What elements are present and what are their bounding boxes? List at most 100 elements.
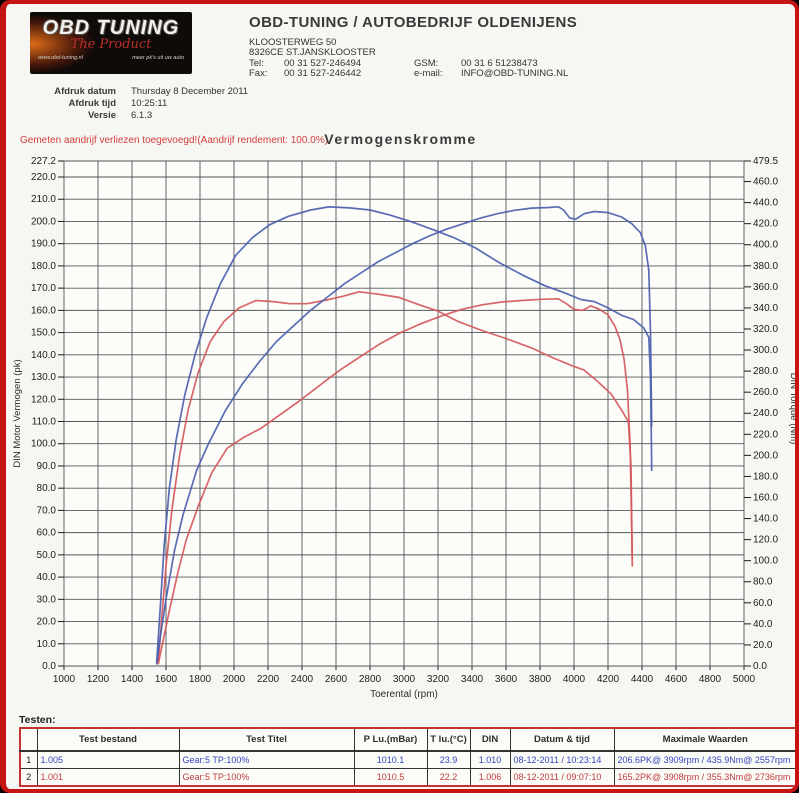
y-right-tick-label: 380.0 (753, 261, 778, 272)
table-cell-test-titel: Gear:5 TP:100% (178, 768, 355, 787)
x-tick-label: 3800 (529, 674, 552, 685)
y-left-tick-label: 227.2 (31, 156, 56, 167)
y-right-tick-label: 280.0 (753, 366, 778, 377)
company-address-2: 8326CE ST.JANSKLOOSTER (249, 47, 376, 58)
table-cell-p-lu: 1010.5 (353, 768, 428, 787)
print-date-label: Afdruk datum (54, 86, 116, 97)
company-title: OBD-TUNING / AUTOBEDRIJF OLDENIJENS (249, 14, 578, 31)
y-right-tick-label: 100.0 (753, 556, 778, 567)
power-torque-curves-svg: 1000 1200 1400 1600 1800 2000 2200 2400 2600 2800… (12, 156, 799, 700)
table-cell-t-lu: 22.2 (426, 768, 471, 787)
email-label: e-mail: (414, 68, 443, 79)
x-tick-label: 2200 (257, 674, 280, 685)
y-right-tick-label: 440.0 (753, 198, 778, 209)
table-cell-din: 1.010 (469, 750, 511, 769)
logo-title: OBD TUNING (42, 17, 180, 39)
y-left-tick-label: 220.0 (31, 172, 56, 183)
x-axis-title: Toerental (rpm) (370, 689, 438, 700)
table-cell-test-bestand: 1.005 (36, 750, 180, 769)
y-left-tick-label: 20.0 (37, 617, 57, 628)
x-tick-label: 1600 (155, 674, 178, 685)
table-cell-din: 1.006 (469, 768, 511, 787)
table-row: 1 1.005 Gear:5 TP:100% 1010.1 23.9 1.010 08-12… (19, 750, 795, 769)
logo-url-text: www.obd-tuning.nl (38, 55, 83, 61)
y-right-tick-label: 340.0 (753, 303, 778, 314)
y-right-tick-label: 20.0 (753, 640, 773, 651)
table-cell-test-bestand: 1.001 (36, 768, 180, 787)
obd-tuning-logo: OBD TUNING The Product www.obd-tuning.nl… (30, 12, 192, 74)
tests-table-header-cell: P Lu.(mBar) (353, 727, 428, 752)
y-left-tick-label: 110.0 (32, 417, 57, 428)
company-header: OBD-TUNING / AUTOBEDRIJF OLDENIJENS KLOO… (249, 14, 577, 79)
table-cell-max: 206.6PK@ 3909rpm / 435.9Nm@ 2557rpm (613, 750, 795, 769)
y-left-tick-label: 30.0 (37, 594, 57, 605)
tel-label: Tel: (249, 58, 264, 69)
x-tick-label: 1200 (87, 674, 110, 685)
y-right-tick-label: 60.0 (753, 598, 773, 609)
x-tick-label: 4000 (563, 674, 586, 685)
table-cell-p-lu: 1010.1 (353, 750, 428, 769)
y-left-tick-label: 80.0 (37, 483, 57, 494)
x-tick-label: 3200 (427, 674, 450, 685)
curve-torque-run1 (155, 206, 653, 663)
y-right-tick-label: 240.0 (753, 408, 778, 419)
x-tick-label: 3600 (495, 674, 518, 685)
x-tick-label: 2000 (223, 674, 246, 685)
print-time-value: 10:25:11 (131, 98, 168, 109)
y-right-tick-label: 260.0 (753, 387, 778, 398)
fax-value: 00 31 527-246442 (284, 68, 362, 79)
curve-power-run1 (155, 205, 653, 665)
y-left-tick-label: 50.0 (37, 550, 57, 561)
x-tick-label: 2800 (359, 674, 382, 685)
y-right-tick-label: 180.0 (753, 471, 778, 482)
tests-table: Test bestand Test Titel P Lu.(mBar) T lu.(°… (19, 727, 795, 787)
y-left-axis-title: DIN Motor Vermogen (pk) (12, 359, 23, 467)
y-right-tick-label: 200.0 (753, 450, 778, 461)
gsm-value: 00 31 6 51238473 (461, 58, 538, 69)
y-right-tick-label: 160.0 (753, 492, 778, 503)
tests-table-header-cell: DIN (469, 727, 511, 752)
y-left-tick-label: 120.0 (31, 394, 56, 405)
tests-table-header-cell (19, 727, 38, 752)
logo-flame-glow (30, 16, 92, 72)
fax-label: Fax: (249, 68, 268, 79)
x-tick-label: 3000 (393, 674, 416, 685)
tests-table-header-cell: Test Titel (178, 727, 355, 752)
table-cell-test-titel: Gear:5 TP:100% (178, 750, 355, 769)
tests-table-header-cell: T lu.(°C) (426, 727, 471, 752)
x-tick-label: 5000 (733, 674, 756, 685)
email-value: INFO@OBD-TUNING.NL (461, 68, 569, 79)
y-left-tick-label: 100.0 (31, 439, 56, 450)
print-info: Afdruk datum Thursday 8 December 2011 Af… (6, 86, 248, 122)
y-left-tick-label: 70.0 (37, 505, 57, 516)
table-row: 2 1.001 Gear:5 TP:100% 1010.5 22.2 1.006 08-12… (19, 768, 795, 787)
tests-table-header-cell: Test bestand (36, 727, 180, 752)
x-tick-label: 2600 (325, 674, 348, 685)
y-left-tick-label: 160.0 (31, 305, 56, 316)
x-tick-label: 1000 (53, 674, 76, 685)
logo-subtitle: The Product (70, 37, 152, 52)
x-tick-label: 1800 (189, 674, 212, 685)
y-left-tick-label: 10.0 (37, 639, 57, 650)
curve-power-run2 (157, 297, 634, 665)
y-left-tick-label: 180.0 (31, 261, 56, 272)
y-right-tick-label: 40.0 (753, 619, 773, 630)
y-right-tick-label: 140.0 (753, 514, 778, 525)
table-cell-num: 2 (19, 768, 38, 787)
version-value: 6.1.3 (131, 110, 153, 121)
y-right-tick-label: 300.0 (753, 345, 778, 356)
company-contacts: Tel: 00 31 527-246494 GSM: 00 31 6 51238… (249, 59, 577, 79)
y-right-tick-label: 120.0 (753, 535, 778, 546)
y-right-axis-title: DIN Torque (Nm) (788, 373, 799, 445)
y-left-tick-label: 140.0 (31, 350, 56, 361)
y-right-tick-label: 400.0 (753, 240, 778, 251)
print-date-value: Thursday 8 December 2011 (131, 86, 249, 97)
y-right-tick-label: 479.5 (753, 156, 778, 167)
x-tick-label: 2400 (291, 674, 314, 685)
curve-torque-run2 (157, 290, 634, 663)
x-tick-label: 1400 (121, 674, 144, 685)
logo-slogan-text: meer pk's uit uw auto (132, 55, 184, 61)
y-right-tick-label: 420.0 (753, 219, 778, 230)
gsm-label: GSM: (414, 58, 439, 69)
